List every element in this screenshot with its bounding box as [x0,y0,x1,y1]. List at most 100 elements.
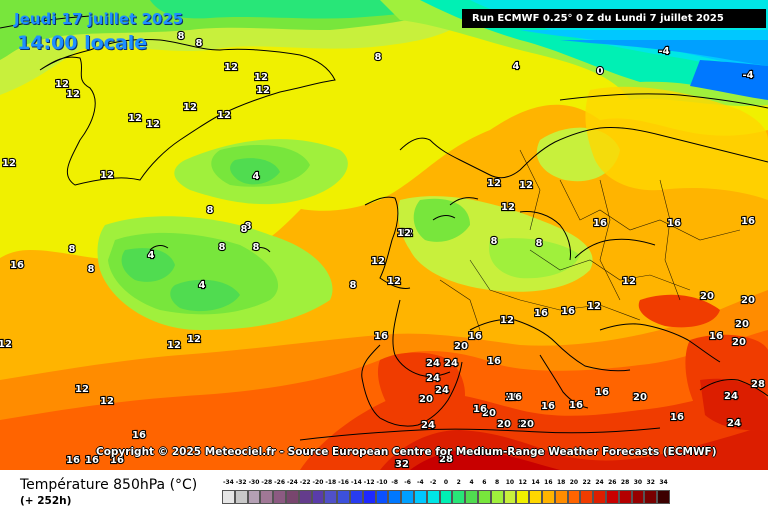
isotherm-label: 24 [724,391,738,402]
isotherm-label: 12 [501,202,515,213]
scale-swatch [554,490,568,504]
scale-swatch [465,490,478,504]
isotherm-label: 12 [66,89,80,100]
scale-label: 30 [633,479,643,486]
isotherm-label: 8 [375,52,382,63]
isotherm-label: 8 [350,280,357,291]
scale-label: 10 [505,479,515,486]
scale-label: -8 [391,479,399,486]
isotherm-label: -4 [742,70,753,81]
isotherm-label: 8 [241,224,248,235]
scale-label: 34 [659,479,668,486]
isotherm-label: 12 [371,256,385,267]
copyright-text: Copyright © 2025 Meteociel.fr - Source E… [96,446,717,458]
scale-swatch [426,490,440,504]
isotherm-label: 16 [10,260,24,271]
scale-swatch [452,490,466,504]
isotherm-label: 16 [374,331,388,342]
scale-label: 28 [620,479,630,486]
isotherm-label: 24 [426,358,440,369]
isotherm-label: 16 [508,392,522,403]
isotherm-label: 12 [254,72,268,83]
isotherm-label: 28 [439,454,453,465]
lead-time: (+ 252h) [20,495,72,507]
forecast-local-time: 14:00 locale [17,32,148,54]
scale-swatch [593,490,606,504]
isotherm-label: 8 [253,242,260,253]
scale-swatch [273,490,286,504]
scale-label: -34 [222,479,234,486]
isotherm-label: 8 [536,238,543,249]
isotherm-label: 16 [132,430,146,441]
scale-swatch [618,490,632,504]
isotherm-label: 16 [468,331,482,342]
model-run-label: Run ECMWF 0.25° 0 Z du Lundi 7 juillet 2… [462,9,766,28]
scale-label: -12 [363,479,375,486]
scale-label: -2 [429,479,437,486]
scale-swatch [362,490,376,504]
scale-label: 4 [469,479,474,486]
isotherm-label: 16 [534,308,548,319]
scale-swatch [631,490,645,504]
isotherm-label: 16 [541,401,555,412]
scale-swatch [477,490,491,504]
scale-label: 20 [569,479,579,486]
scale-label: 32 [646,479,655,486]
scale-label: -20 [312,479,324,486]
isotherm-label: 16 [670,412,684,423]
scale-swatch [605,490,619,504]
scale-label: -16 [338,479,349,486]
isotherm-label: 20 [520,419,534,430]
isotherm-label: 16 [741,216,755,227]
color-scale-swatches [222,490,670,504]
isotherm-label: 24 [435,385,449,396]
isotherm-label: 12 [587,301,601,312]
isotherm-label: 4 [253,171,260,182]
isotherm-label: 16 [473,404,487,415]
isotherm-label: 16 [110,455,124,466]
scale-label: 24 [595,479,604,486]
color-scale-labels: -34 -32 -30 -28 -26 -24 -22 -20 -18 -16 -14 -12 -10-… [222,479,670,487]
isotherm-label: 8 [207,205,214,216]
isotherm-label: 20 [741,295,755,306]
scale-swatch [247,490,261,504]
scale-swatch [285,490,299,504]
isotherm-label: 16 [709,331,723,342]
isotherm-label: -4 [658,46,669,57]
isotherm-label: 32 [395,459,409,470]
scale-swatch [375,490,389,504]
scale-swatch [298,490,312,504]
isotherm-label: 12 [0,339,12,350]
scale-label: -6 [404,479,411,486]
isotherm-label: 20 [497,419,511,430]
isotherm-label: 20 [732,337,746,348]
isotherm-label: 24 [727,418,741,429]
isotherm-label: 8 [245,221,252,232]
isotherm-label: 12 [622,276,636,287]
scale-swatch [401,490,414,504]
scale-label: 8 [495,479,500,486]
isotherm-label: 16 [561,306,575,317]
scale-label: 6 [482,479,487,486]
scale-label: -18 [325,479,337,486]
isotherm-label: 12 [500,315,514,326]
isotherm-label: 20 [454,341,468,352]
isotherm-label: 16 [85,455,99,466]
isotherm-label: 16 [667,218,681,229]
scale-swatch [413,490,427,504]
scale-swatch [324,490,338,504]
isotherm-label: 16 [66,455,80,466]
scale-swatch [260,490,274,504]
scale-swatch [439,490,453,504]
isotherm-label: 12 [519,180,533,191]
scale-label: 18 [556,479,566,486]
scale-swatch [222,490,235,504]
isotherm-label: 4 [148,250,155,261]
scale-swatch [337,490,350,504]
isotherm-label: 8 [491,236,498,247]
isotherm-label: 8 [178,31,185,42]
scale-swatch [657,490,670,504]
isotherm-label: 12 [387,276,401,287]
